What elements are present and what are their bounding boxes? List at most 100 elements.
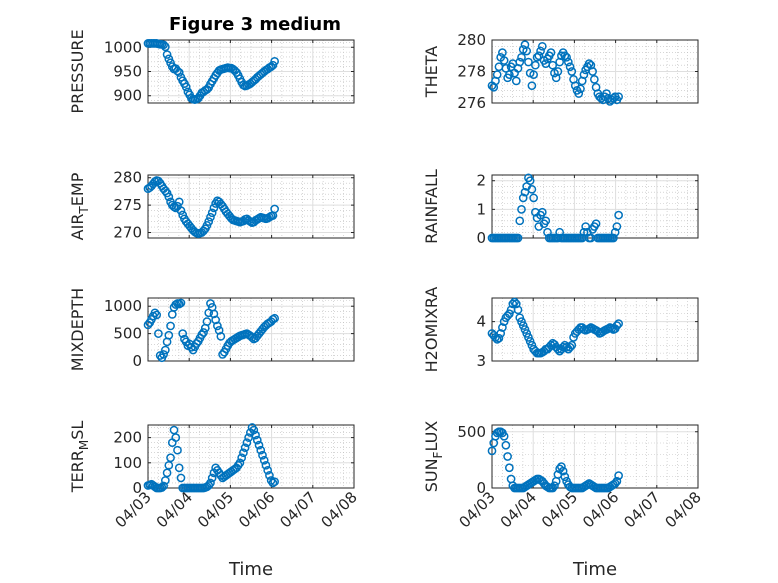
data-point — [534, 51, 544, 61]
data-point — [174, 463, 184, 473]
data-point — [498, 48, 507, 57]
data-point — [609, 233, 618, 243]
data-point — [517, 317, 526, 326]
data-point — [207, 473, 217, 483]
data-point — [263, 466, 273, 475]
y-tick-label: 275 — [113, 196, 142, 214]
data-point — [508, 299, 518, 309]
x-tick-label: 04/06 — [579, 488, 622, 531]
y-tick-label: 200 — [113, 429, 142, 447]
y-tick-label: 0 — [132, 479, 142, 497]
data-point — [242, 438, 252, 447]
subplot-terr-msl: 0100200TERRMSL04/0304/0404/0504/0604/070… — [68, 421, 361, 532]
data-point — [157, 483, 167, 492]
data-series — [143, 423, 279, 493]
data-point — [176, 298, 186, 308]
y-tick-label: 900 — [113, 87, 142, 105]
x-tick-label: 04/08 — [662, 488, 705, 531]
subplot-pressure: 900 950 1000 PRESSURE — [68, 29, 355, 114]
x-tick-label: 04/08 — [318, 488, 361, 531]
data-point — [494, 333, 504, 343]
data-point — [579, 70, 589, 80]
data-point — [602, 89, 611, 98]
y-tick-label: 3 — [476, 352, 486, 370]
data-point — [235, 458, 245, 468]
data-series — [143, 298, 279, 363]
data-point — [591, 219, 601, 229]
data-point — [152, 310, 162, 320]
data-point — [258, 450, 267, 460]
data-point — [563, 57, 573, 67]
y-tick-label: 280 — [113, 169, 142, 187]
data-point — [164, 192, 174, 202]
data-point — [550, 481, 559, 491]
y-tick-label: 950 — [113, 63, 142, 81]
data-point — [511, 76, 521, 86]
data-point — [162, 50, 172, 59]
data-point — [529, 193, 538, 203]
x-axis-label-left: Time — [228, 559, 273, 580]
data-point — [209, 203, 219, 213]
data-point — [522, 46, 532, 56]
data-point — [553, 67, 563, 76]
data-point — [256, 445, 266, 455]
axes-box — [491, 424, 699, 489]
data-series — [487, 427, 623, 493]
data-point — [553, 344, 563, 354]
data-point — [529, 70, 538, 80]
y-tick-label: 280 — [457, 31, 486, 49]
data-series — [143, 39, 279, 104]
data-point — [537, 41, 547, 51]
data-point — [166, 321, 175, 331]
data-point — [270, 477, 279, 487]
y-axis-label: PRESSURE — [68, 29, 87, 113]
figure-title: Figure 3 medium — [169, 14, 341, 35]
data-point — [565, 342, 575, 352]
y-tick-label: 0 — [476, 479, 486, 497]
data-point — [515, 216, 525, 226]
y-tick-label: 100 — [113, 454, 142, 472]
data-point — [612, 222, 622, 231]
subplot-air-temp: 270 275 280 AIRTEMP — [68, 169, 355, 242]
data-point — [610, 227, 620, 237]
data-point — [164, 330, 174, 340]
data-point — [560, 472, 570, 482]
data-point — [159, 481, 168, 491]
data-point — [252, 435, 262, 445]
axes-border — [147, 174, 355, 239]
data-point — [567, 67, 577, 76]
data-point — [176, 206, 186, 215]
data-point — [525, 336, 535, 346]
data-point — [518, 321, 528, 330]
data-point — [610, 479, 620, 488]
data-point — [270, 313, 279, 323]
y-tick-label: 1 — [476, 200, 486, 218]
data-point — [259, 455, 269, 465]
axes-border — [147, 297, 355, 362]
data-point — [614, 471, 623, 480]
data-point — [239, 448, 248, 458]
data-point — [511, 299, 521, 309]
x-axis-label-right: Time — [572, 559, 617, 580]
data-point — [173, 66, 182, 76]
data-series — [487, 297, 623, 358]
x-tick-label: 04/05 — [538, 488, 581, 531]
data-point — [524, 333, 533, 342]
subplot-theta: 276 278 280 THETA — [422, 31, 699, 112]
data-point — [261, 460, 271, 470]
data-point — [527, 184, 537, 194]
data-point — [541, 216, 551, 226]
y-tick-label: 500 — [457, 423, 486, 441]
data-point — [513, 305, 523, 315]
data-point — [567, 340, 577, 350]
data-point — [504, 70, 514, 80]
y-tick-label: 0 — [476, 229, 486, 247]
data-point — [588, 67, 597, 76]
data-point — [499, 431, 509, 441]
data-series — [143, 176, 279, 238]
x-tick-label: 04/07 — [276, 488, 319, 531]
subplot-rainfall: 0 1 2 RAINFALL — [422, 169, 699, 247]
data-point — [536, 46, 545, 56]
y-axis-label: SUNFLUX — [422, 421, 445, 493]
